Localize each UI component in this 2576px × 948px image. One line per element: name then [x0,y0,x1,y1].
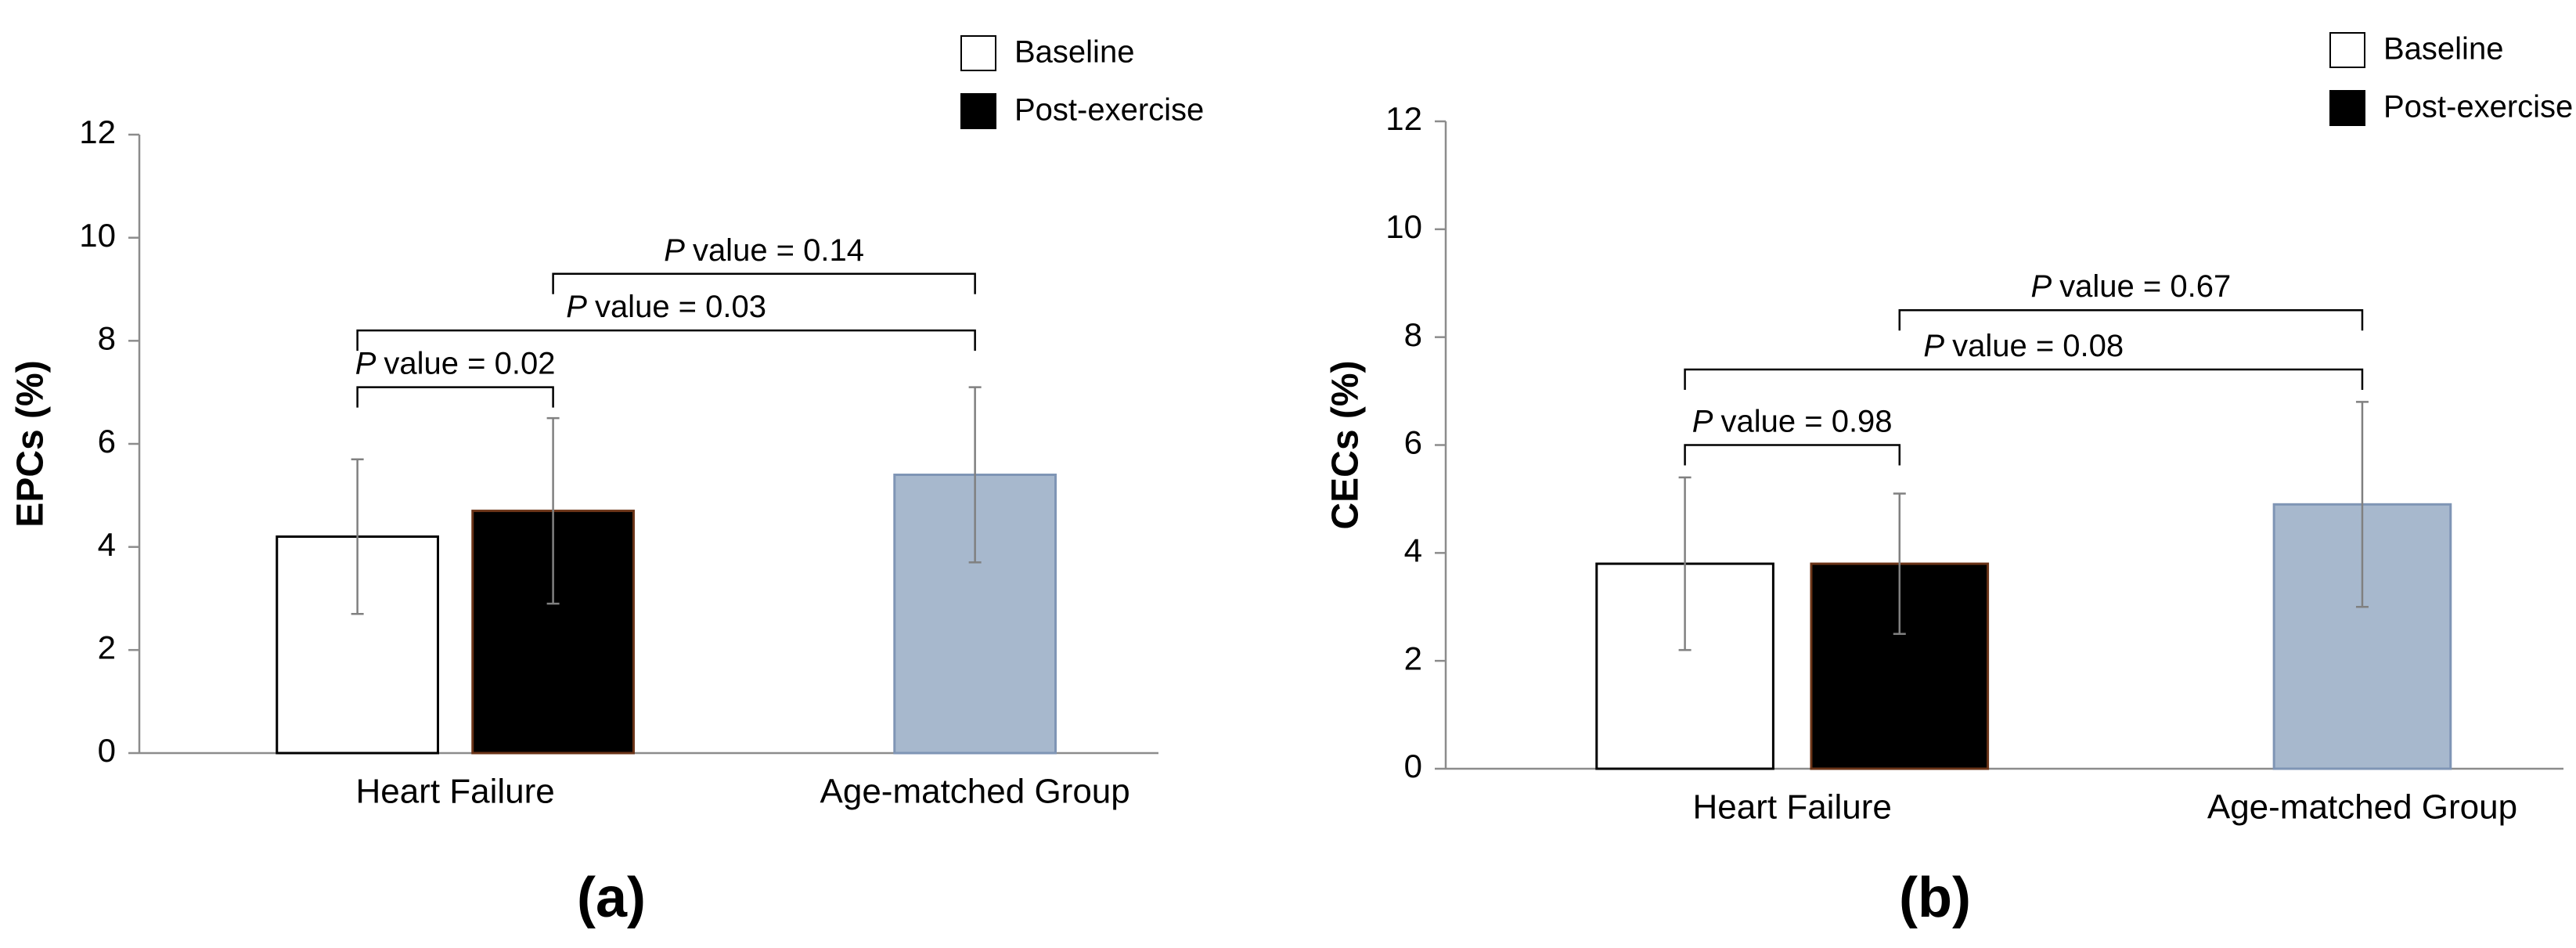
error-bar [351,458,364,615]
significance-bracket [1684,444,1901,466]
error-bar [1893,492,1906,635]
legend-swatch [960,35,996,71]
error-bar [1678,476,1692,651]
p-italic: P [566,290,587,324]
y-tick-label: 10 [1385,208,1422,245]
legend-label: Post-exercise [2383,90,2573,124]
y-tick-label: 2 [98,629,116,665]
legend-swatch [2329,90,2365,126]
legend-label: Baseline [2383,32,2503,67]
y-axis-label: CECs (%) [1325,360,1367,529]
significance-bracket [552,272,976,294]
error-bar [968,386,982,564]
y-tick-label: 10 [79,217,116,254]
significance-bracket [1898,308,2364,331]
error-bar [546,416,560,605]
y-tick-label: 2 [1404,640,1422,676]
p-text: value = 0.98 [1720,404,1892,438]
p-italic: P [1923,329,1944,363]
legend-label: Baseline [1014,35,1134,70]
y-tick-label: 12 [1385,100,1422,137]
legend-label: Post-exercise [1014,93,1204,128]
significance-bracket [356,329,976,351]
p-italic: P [355,346,376,380]
significance-bracket [356,386,554,408]
p-italic: P [664,232,685,267]
p-text: value = 0.08 [1952,329,2124,363]
panel-label: (a) [577,867,646,929]
x-tick-label: Heart Failure [1693,788,1892,827]
significance-bracket [1684,368,2364,391]
y-tick-label: 8 [98,319,116,356]
legend-swatch [960,93,996,129]
y-tick-label: 4 [98,526,116,563]
legend-swatch [2329,32,2365,68]
y-tick-label: 0 [98,732,116,769]
p-text: value = 0.14 [693,232,864,267]
p-text: value = 0.02 [384,346,555,380]
bar [2272,503,2452,770]
p-italic: P [2030,269,2052,304]
x-tick-label: Age-matched Group [820,773,1130,811]
x-tick-label: Heart Failure [355,773,554,811]
y-tick-label: 6 [98,423,116,460]
x-tick-label: Age-matched Group [2207,788,2517,827]
p-italic: P [1692,404,1713,438]
y-axis-label: EPCs (%) [10,360,52,527]
p-text: value = 0.03 [595,290,766,324]
y-tick-label: 12 [79,114,116,150]
panel-label: (b) [1899,867,1971,929]
y-tick-label: 4 [1404,532,1422,568]
error-bar [2355,401,2369,608]
y-tick-label: 8 [1404,316,1422,353]
p-text: value = 0.67 [2059,269,2231,304]
y-tick-label: 0 [1404,748,1422,784]
y-tick-label: 6 [1404,424,1422,461]
